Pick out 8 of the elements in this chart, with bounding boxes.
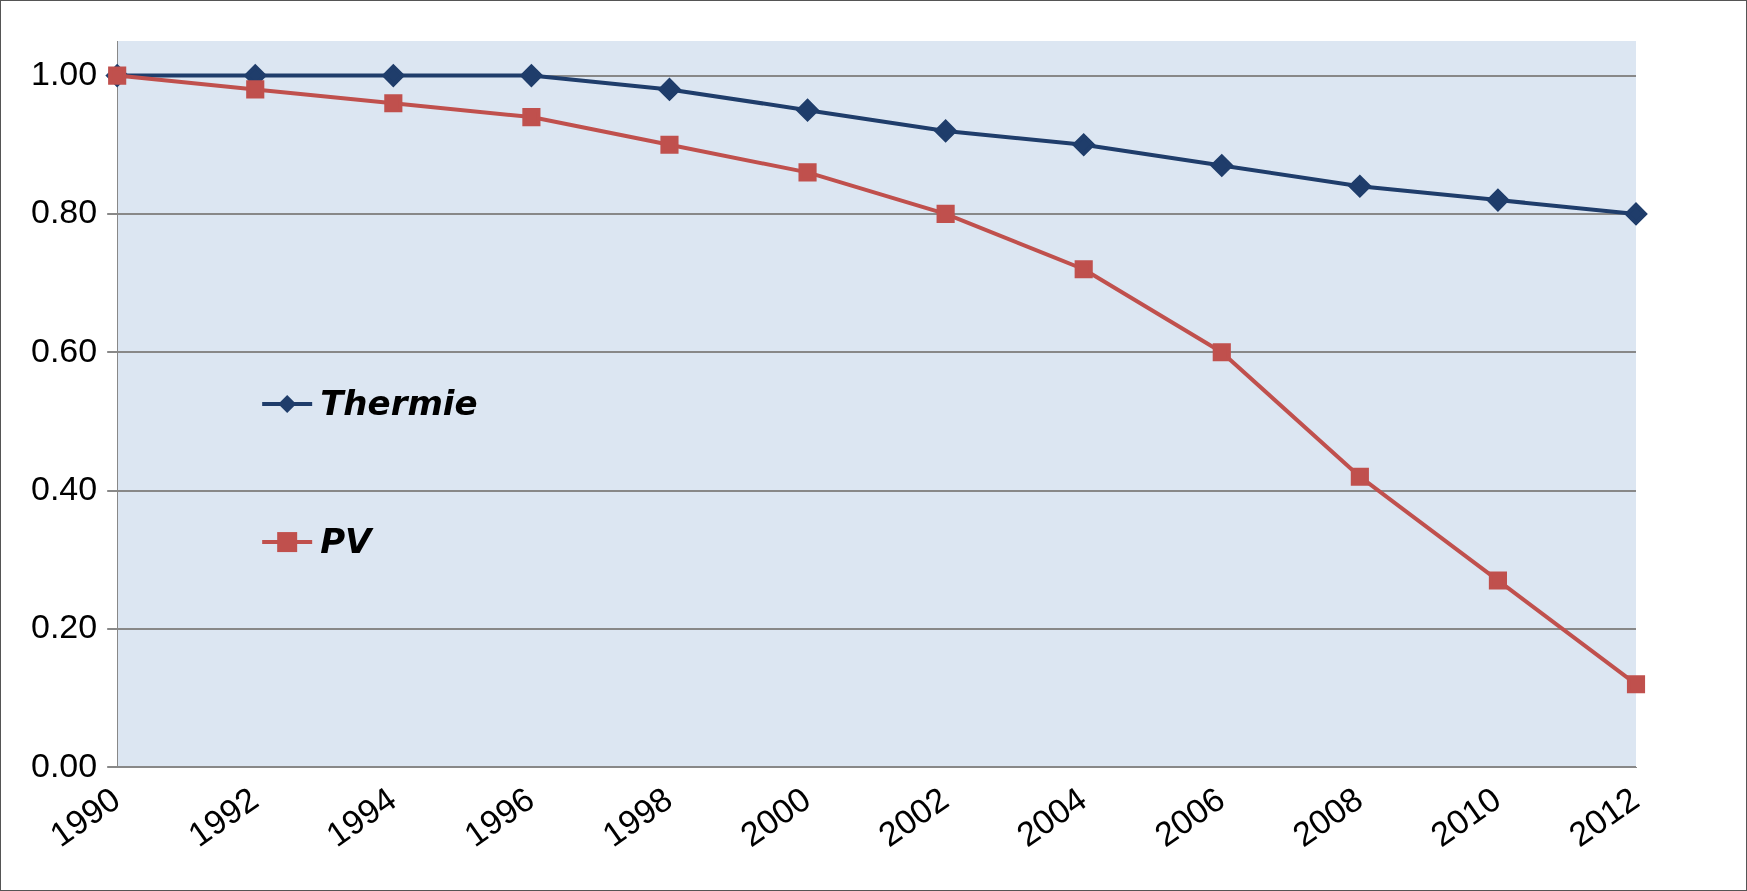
y-tick-label: 0.40: [30, 468, 98, 507]
y-tick-label: 0.60: [30, 330, 98, 369]
y-tick-label: 0.20: [30, 607, 98, 646]
y-tick-label: 1.00: [30, 53, 98, 92]
y-tick-label: 0.80: [30, 192, 98, 231]
y-tick-label: 0.00: [30, 745, 98, 784]
legend-label: Thermie: [320, 382, 478, 423]
legend-label: PV: [320, 520, 375, 561]
